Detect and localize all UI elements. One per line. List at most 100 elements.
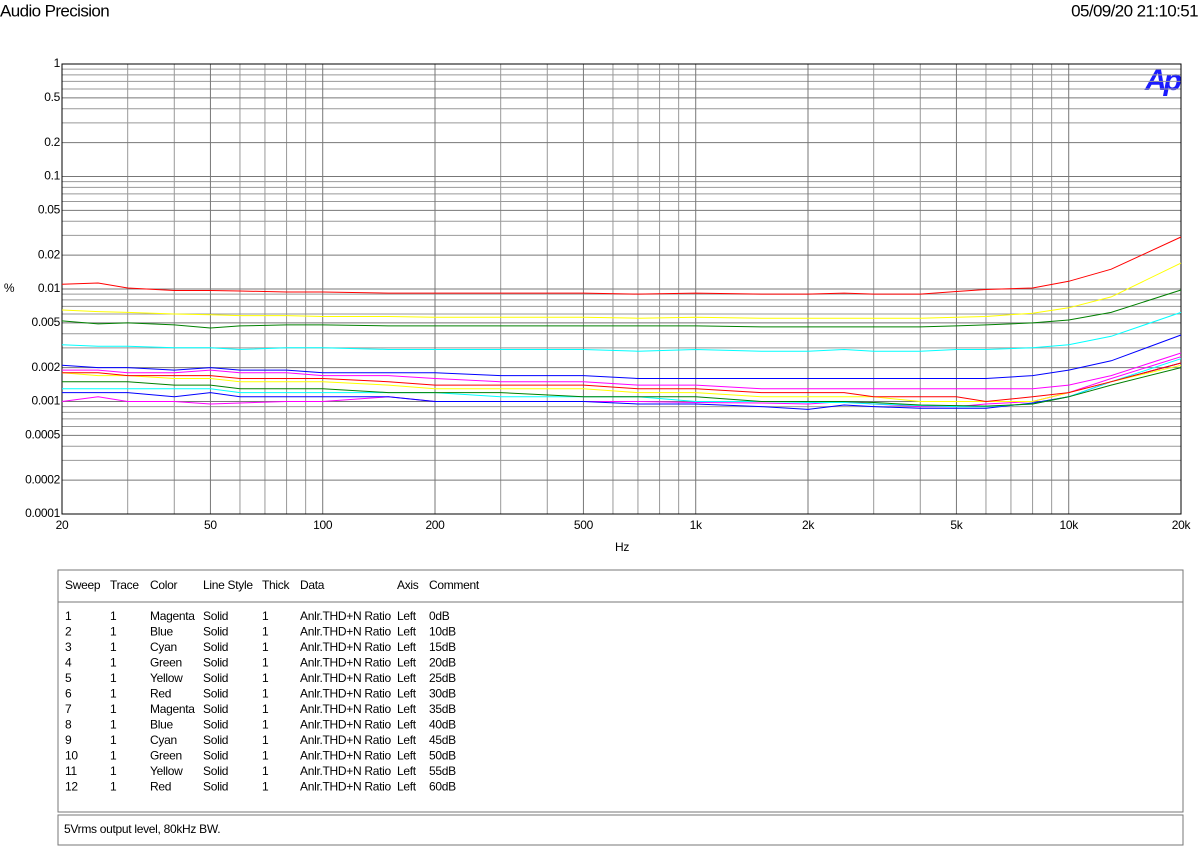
y-tick-label: 0.002: [31, 360, 60, 374]
legend-cell: 5: [65, 671, 72, 685]
legend-column-header: Line Style: [203, 578, 253, 592]
legend-cell: Yellow: [150, 671, 183, 685]
y-tick-label: 0.005: [31, 315, 60, 329]
x-tick-label: 2k: [802, 518, 815, 532]
legend-cell: Left: [397, 749, 417, 763]
legend-cell: Solid: [203, 656, 228, 670]
legend-cell: Anlr.THD+N Ratio: [300, 671, 392, 685]
legend-cell: 1: [110, 671, 117, 685]
series-line: [62, 362, 1182, 410]
series-line: [62, 367, 1182, 407]
series-line: [61, 356, 1182, 408]
legend-cell: Anlr.THD+N Ratio: [300, 733, 392, 747]
y-tick-label: 0.0001: [25, 506, 61, 520]
series-line: [61, 334, 1182, 379]
y-tick-label: 0.2: [44, 135, 60, 149]
y-tick-label: 0.01: [38, 281, 61, 295]
series-line: [61, 262, 1182, 319]
legend-cell: 1: [110, 780, 117, 794]
y-tick-label: 0.05: [38, 203, 61, 217]
legend-cell: 1: [110, 640, 117, 654]
legend-cell: 60dB: [429, 780, 456, 794]
legend-cell: Green: [150, 749, 182, 763]
y-tick-label: 0.0005: [25, 428, 61, 442]
legend-cell: 0dB: [429, 609, 450, 623]
y-tick-label: 0.02: [38, 247, 61, 261]
legend-cell: 1: [110, 625, 117, 639]
legend-cell: Anlr.THD+N Ratio: [300, 718, 392, 732]
comment: 5Vrms output level, 80kHz BW.: [64, 822, 220, 836]
series-line: [62, 362, 1182, 403]
legend-box: [57, 569, 1184, 813]
legend-cell: Solid: [203, 625, 228, 639]
y-tick-label: 0.001: [31, 394, 60, 408]
legend-cell: 10dB: [429, 625, 456, 639]
legend-cell: Solid: [203, 718, 228, 732]
x-tick-label: 100: [313, 518, 333, 532]
legend-cell: Anlr.THD+N Ratio: [300, 656, 392, 670]
legend-cell: Cyan: [150, 640, 177, 654]
legend-cell: 12: [65, 780, 78, 794]
legend-cell: 45dB: [429, 733, 456, 747]
legend-cell: 1: [110, 687, 117, 701]
comment-box: [57, 814, 1184, 846]
legend-cell: Left: [397, 640, 417, 654]
legend-cell: 9: [65, 733, 72, 747]
y-tick-label: 0.1: [44, 169, 60, 183]
legend-cell: Solid: [203, 609, 228, 623]
legend-cell: Magenta: [150, 702, 195, 716]
legend-cell: Left: [397, 671, 417, 685]
legend-cell: 1: [262, 640, 269, 654]
legend-cell: Left: [397, 764, 417, 778]
series-line: [61, 311, 1182, 352]
series-line: [62, 358, 1182, 408]
legend-cell: 1: [262, 671, 269, 685]
legend-cell: Left: [397, 609, 417, 623]
legend-cell: 40dB: [429, 718, 456, 732]
legend-column-header: Trace: [110, 578, 139, 592]
x-tick-label: 200: [425, 518, 445, 532]
legend-cell: Anlr.THD+N Ratio: [300, 640, 392, 654]
x-tick-label: 20: [56, 518, 69, 532]
legend-cell: 1: [262, 764, 269, 778]
legend-cell: Left: [397, 780, 417, 794]
legend-cell: Anlr.THD+N Ratio: [300, 764, 392, 778]
legend-cell: 1: [110, 733, 117, 747]
x-tick-label: 20k: [1172, 518, 1192, 532]
header-right: 05/09/20 21:10:51: [1071, 1, 1198, 20]
legend-cell: Anlr.THD+N Ratio: [300, 687, 392, 701]
legend-cell: 30dB: [429, 687, 456, 701]
legend-cell: Left: [397, 687, 417, 701]
legend-cell: 3: [65, 640, 72, 654]
legend-cell: Solid: [203, 687, 228, 701]
legend-cell: Anlr.THD+N Ratio: [300, 749, 392, 763]
legend-cell: 20dB: [429, 656, 456, 670]
legend-cell: Cyan: [150, 733, 177, 747]
x-tick-label: 500: [574, 518, 594, 532]
legend-cell: 1: [110, 718, 117, 732]
legend-cell: 1: [262, 733, 269, 747]
legend-cell: 6: [65, 687, 72, 701]
legend-cell: 1: [110, 656, 117, 670]
legend-cell: 35dB: [429, 702, 456, 716]
legend-cell: Blue: [150, 718, 173, 732]
x-tick-label: 50: [204, 518, 217, 532]
legend-cell: 15dB: [429, 640, 456, 654]
legend-cell: 1: [262, 625, 269, 639]
legend-cell: 7: [65, 702, 72, 716]
legend-column-header: Comment: [429, 578, 480, 592]
x-axis-label: Hz: [615, 540, 629, 554]
y-tick-label: 0.0002: [25, 472, 61, 486]
legend-cell: Solid: [203, 733, 228, 747]
legend-cell: Left: [397, 702, 417, 716]
legend-cell: 4: [65, 656, 72, 670]
legend-cell: Anlr.THD+N Ratio: [300, 625, 392, 639]
legend-cell: 1: [110, 702, 117, 716]
legend-cell: Solid: [203, 671, 228, 685]
legend-cell: 25dB: [429, 671, 456, 685]
legend-cell: Solid: [203, 780, 228, 794]
x-tick-label: 5k: [950, 518, 963, 532]
legend-cell: Left: [397, 625, 417, 639]
legend-cell: Solid: [203, 702, 228, 716]
